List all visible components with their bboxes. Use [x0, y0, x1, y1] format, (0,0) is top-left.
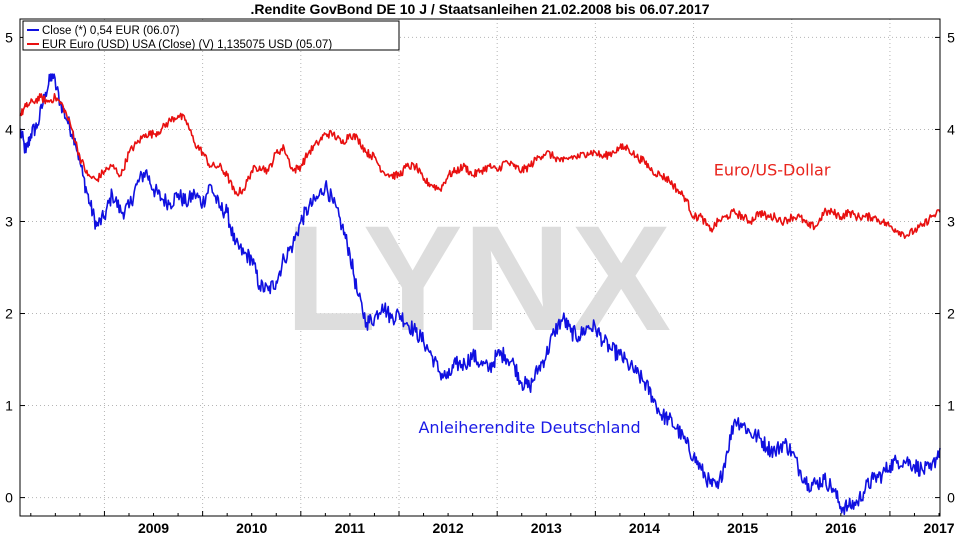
y-tick-label-right: 4 — [947, 121, 955, 137]
annotations: Euro/US-Dollar Anleiherendite Deutschland — [418, 160, 830, 437]
x-tick-label: 2009 — [138, 520, 169, 536]
series-line-bund-yield — [19, 73, 941, 516]
legend-label: Close (*) 0,54 EUR (06.07) — [42, 25, 180, 37]
legend-box — [22, 20, 400, 51]
y-tick-label-left: 0 — [5, 490, 13, 506]
x-tick-label: 2017 — [923, 520, 954, 536]
y-tick-label-left: 4 — [5, 121, 13, 137]
x-tick-label: 2015 — [727, 520, 758, 536]
y-tick-label-left: 5 — [5, 29, 13, 45]
y-tick-label-left: 1 — [5, 398, 13, 414]
plot-frame — [19, 18, 941, 517]
x-tick-label: 2011 — [335, 520, 366, 536]
x-tick-label: 2012 — [433, 520, 464, 536]
legend: Close (*) 0,54 EUR (06.07) EUR Euro (USD)… — [22, 20, 400, 51]
series-line-eur-usd — [19, 93, 941, 239]
lynx-watermark: LYNX — [285, 194, 671, 362]
annotation-euro-usd: Euro/US-Dollar — [714, 160, 831, 179]
chart-title: .Rendite GovBond DE 10 J / Staatsanleihe… — [250, 1, 710, 17]
y-tick-label-right: 3 — [947, 213, 955, 229]
y-tick-label-right: 1 — [947, 398, 955, 414]
series-layer — [19, 73, 941, 516]
annotation-anleiherendite: Anleiherendite Deutschland — [418, 418, 640, 437]
grid-lines — [20, 19, 940, 516]
y-tick-label-right: 5 — [947, 29, 955, 45]
y-tick-label-left: 3 — [5, 213, 13, 229]
x-tick-label: 2016 — [825, 520, 856, 536]
x-tick-label: 2014 — [629, 520, 660, 536]
x-tick-label: 2013 — [531, 520, 562, 536]
y-tick-label-right: 0 — [947, 490, 955, 506]
y-tick-label-left: 2 — [5, 306, 13, 322]
legend-label: EUR Euro (USD) USA (Close) (V) 1,135075 … — [42, 39, 332, 51]
axes: 0 0 1 1 2 2 3 3 4 4 5 5 2009 2010 2011 2012 2013 2014 2015… — [5, 29, 955, 536]
y-tick-label-right: 2 — [947, 306, 955, 322]
x-tick-label: 2010 — [236, 520, 267, 536]
